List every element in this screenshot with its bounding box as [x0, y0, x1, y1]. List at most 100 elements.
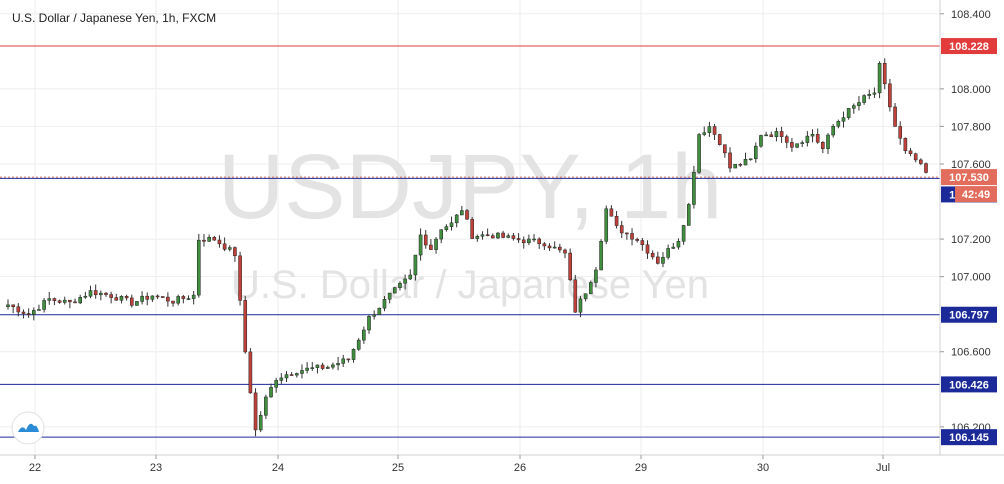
candle [197, 233, 201, 298]
candle [795, 143, 799, 149]
candle [599, 239, 603, 271]
candle-body [393, 287, 397, 294]
candle [356, 338, 361, 351]
candle-body [650, 252, 655, 258]
candle-body [888, 83, 892, 108]
price-tag-label: 107.530 [949, 172, 989, 184]
candle [583, 293, 588, 302]
candle [542, 242, 547, 250]
candle-body [532, 238, 536, 241]
candle-body [439, 229, 444, 240]
candle-body [202, 239, 206, 242]
candle-body [558, 246, 562, 251]
candle [521, 236, 526, 249]
candle [547, 243, 552, 251]
candle-body [217, 239, 222, 245]
candle [367, 314, 371, 334]
candle [640, 237, 645, 251]
candle-body [547, 245, 552, 249]
candle [336, 356, 340, 371]
candle [284, 371, 289, 382]
candle-body [599, 241, 603, 271]
candle-body [609, 208, 614, 217]
candle [315, 364, 320, 374]
candle-body [697, 134, 701, 173]
candle-body [852, 105, 856, 109]
candle [480, 231, 485, 240]
candle-body [826, 134, 830, 149]
candle-body [913, 153, 918, 161]
candle-body [78, 297, 82, 304]
candle [150, 295, 155, 302]
candle [372, 310, 376, 320]
candle-body [877, 63, 882, 94]
candle [269, 383, 273, 398]
candle-body [186, 298, 191, 300]
candle-body [42, 300, 46, 310]
candle [496, 232, 500, 239]
candle [836, 119, 841, 129]
candle [109, 291, 113, 304]
candle-body [815, 134, 820, 143]
watermark: USDJPY, 1h U.S. Dollar / Japanese Yen [218, 136, 723, 307]
candle [903, 137, 908, 154]
candle [619, 220, 624, 238]
candle-body [743, 159, 748, 166]
candle-body [212, 237, 217, 241]
candle [11, 304, 15, 314]
candle [578, 295, 583, 318]
candle-body [784, 136, 789, 143]
x-tick-label: 30 [757, 462, 769, 474]
candle-body [454, 214, 459, 224]
candle [176, 294, 180, 306]
candle [217, 235, 222, 248]
candle [645, 240, 650, 259]
candle-body [625, 232, 629, 235]
candle [614, 211, 619, 229]
candle-body [222, 243, 227, 250]
candle [800, 140, 805, 147]
candle-body [645, 244, 650, 254]
tradingview-logo-icon[interactable] [11, 411, 45, 445]
candle [728, 147, 732, 173]
candle [784, 134, 789, 149]
candle-body [908, 150, 913, 154]
candle [717, 133, 722, 146]
candle [759, 134, 763, 148]
candle [635, 237, 639, 243]
candle [748, 158, 753, 161]
candle-body [630, 233, 634, 240]
candle-body [413, 254, 418, 276]
candle [764, 131, 768, 137]
candle-body [253, 392, 258, 431]
candle-body [258, 415, 263, 431]
candle [656, 251, 660, 265]
candle-body [661, 257, 665, 264]
candle-body [640, 240, 645, 246]
candle [31, 307, 36, 321]
candle [320, 362, 325, 371]
candle-body [594, 269, 598, 283]
candle-body [387, 292, 392, 300]
candle-body [511, 235, 516, 239]
candle-body [207, 237, 211, 242]
candle-body [692, 172, 696, 205]
candle [52, 297, 57, 306]
candle [362, 326, 366, 344]
candle-body [821, 141, 825, 149]
countdown-tag: 42:49 [955, 186, 997, 203]
x-tick-label: 26 [514, 462, 526, 474]
candle-body [563, 249, 567, 254]
candle [264, 394, 268, 419]
candle-body [377, 307, 382, 315]
candle-body [227, 247, 232, 250]
candle-body [57, 300, 62, 303]
candle [351, 348, 356, 363]
countdown-label: 42:49 [962, 189, 990, 201]
candle-body [748, 158, 753, 161]
candle [16, 303, 21, 317]
candle [6, 299, 10, 310]
candle [310, 361, 315, 371]
candle [815, 128, 820, 144]
candle [181, 294, 186, 304]
